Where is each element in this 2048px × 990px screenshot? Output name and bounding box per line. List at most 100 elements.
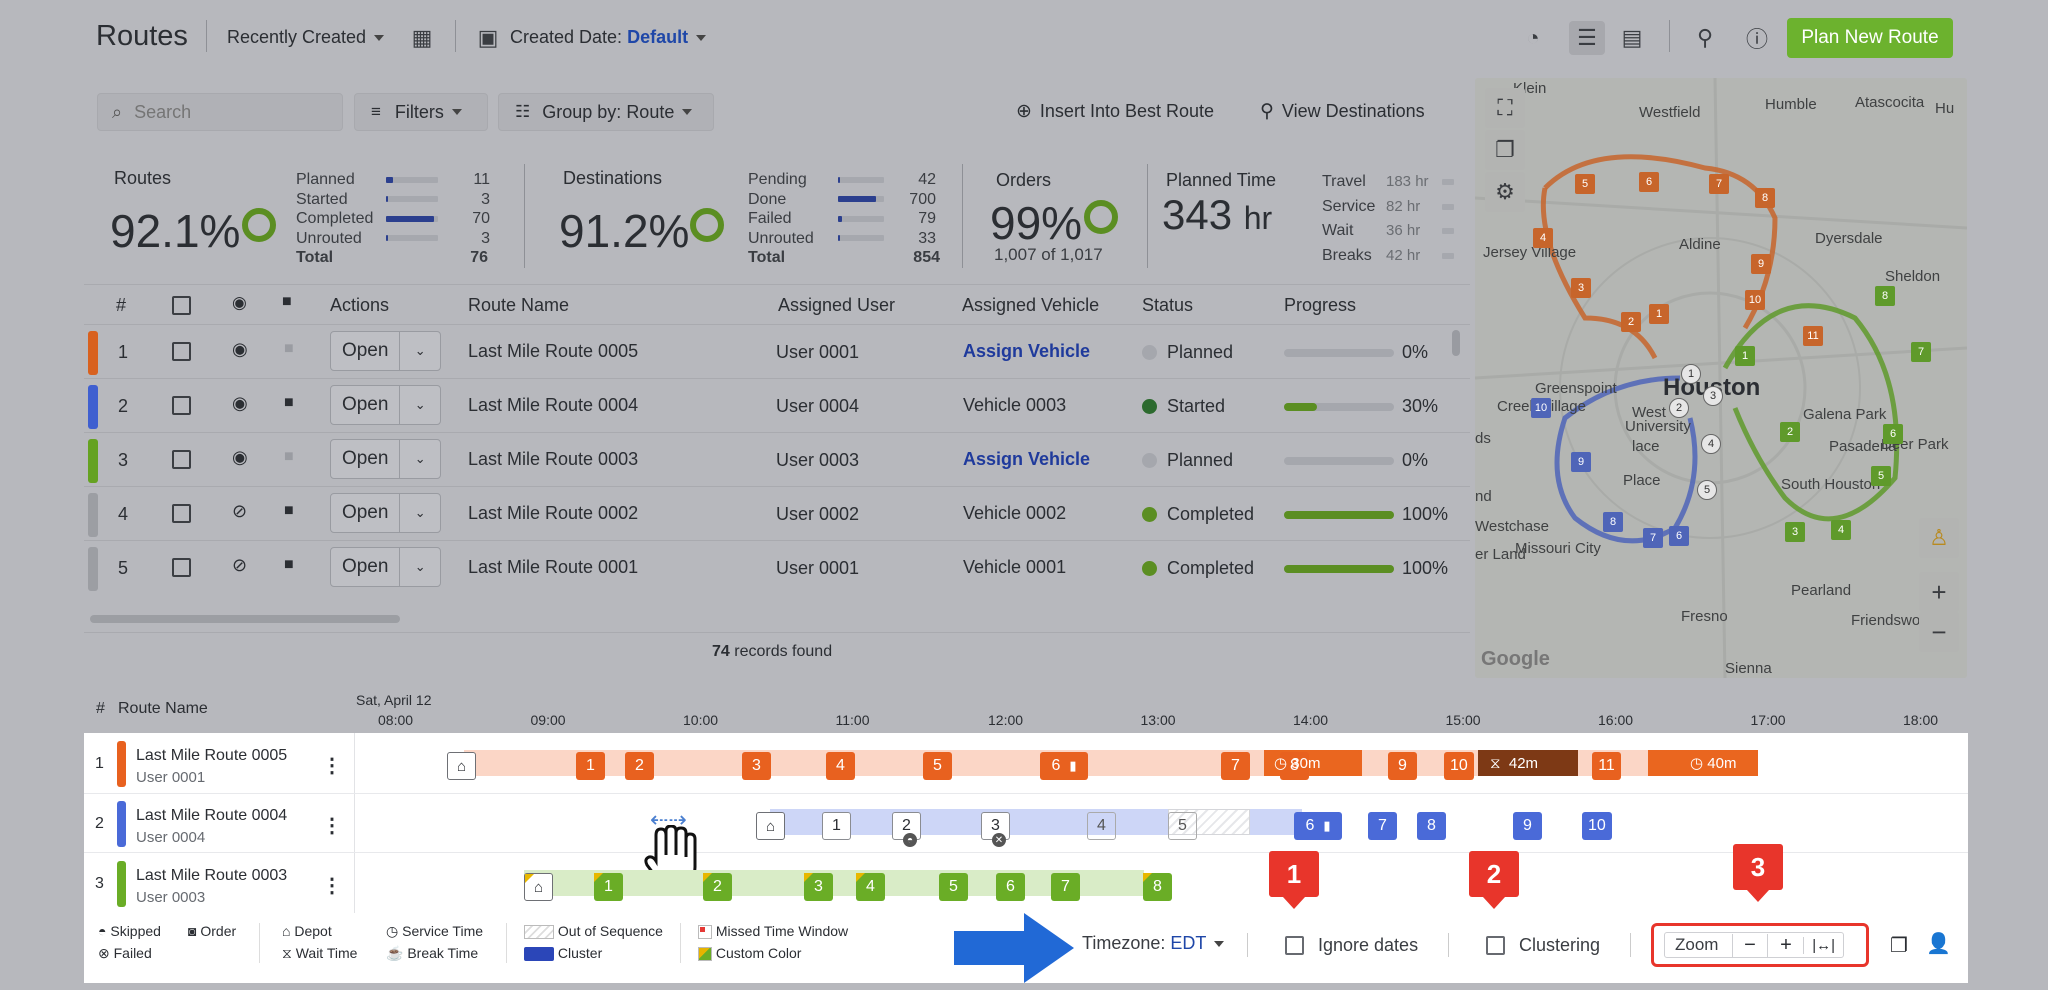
table-row[interactable]: 5 ⊘ ■ Open ⌄ Last Mile Route 0001 User 0001 Veh… bbox=[84, 540, 1470, 594]
map-route-pin[interactable]: 4 bbox=[1831, 520, 1851, 540]
popout-icon[interactable]: ❐ bbox=[1890, 935, 1908, 957]
plan-new-route-button[interactable]: Plan New Route bbox=[1787, 18, 1953, 58]
assigned-vehicle[interactable]: Vehicle 0002 bbox=[963, 503, 1067, 523]
col-progress[interactable]: Progress bbox=[1284, 295, 1357, 315]
route-stop[interactable]: 5 bbox=[939, 873, 968, 901]
route-name[interactable]: Last Mile Route 0001 bbox=[468, 557, 639, 577]
map-stop-pin[interactable]: 1 bbox=[1681, 364, 1701, 384]
route-stop[interactable]: 1 bbox=[594, 873, 623, 901]
row-checkbox[interactable] bbox=[172, 396, 191, 415]
route-stop[interactable]: 8 bbox=[1143, 873, 1172, 901]
map-stop-pin[interactable]: 3 bbox=[1703, 386, 1723, 406]
route-stop[interactable]: 4 bbox=[856, 873, 885, 901]
map-route-pin[interactable]: 4 bbox=[1533, 228, 1553, 248]
ignore-dates-checkbox[interactable] bbox=[1285, 936, 1304, 955]
map-route-pin[interactable]: 5 bbox=[1871, 466, 1891, 486]
lock-icon[interactable]: ■ bbox=[284, 394, 294, 411]
more-options-icon[interactable]: ⋮ bbox=[322, 755, 342, 777]
map-route-pin[interactable]: 8 bbox=[1755, 188, 1775, 208]
chevron-down-icon[interactable]: ⌄ bbox=[414, 343, 426, 358]
map-route-pin[interactable]: 2 bbox=[1780, 422, 1800, 442]
assigned-vehicle[interactable]: Vehicle 0001 bbox=[963, 557, 1067, 577]
timeline-route-name[interactable]: Last Mile Route 0003 bbox=[136, 867, 288, 884]
map-route-pin[interactable]: 6 bbox=[1669, 526, 1689, 546]
map-settings-icon[interactable]: ⚙ bbox=[1485, 172, 1525, 212]
col-assigned-vehicle[interactable]: Assigned Vehicle bbox=[962, 295, 1100, 315]
open-route-button[interactable]: Open ⌄ bbox=[330, 385, 441, 425]
horizontal-scrollbar[interactable] bbox=[90, 615, 400, 623]
route-stop[interactable]: 6 bbox=[996, 873, 1025, 901]
map-route-pin[interactable]: 8 bbox=[1875, 286, 1895, 306]
route-stop[interactable]: 10 bbox=[1444, 752, 1474, 780]
table-row[interactable]: 1 ◉ ■ Open ⌄ Last Mile Route 0005 User 0001 Ass… bbox=[84, 324, 1470, 378]
route-stop[interactable]: 7 bbox=[1368, 812, 1397, 840]
col-status[interactable]: Status bbox=[1142, 295, 1194, 315]
timeline-view-icon[interactable]: ☰ bbox=[1569, 21, 1605, 55]
route-stop[interactable]: 9 bbox=[1513, 812, 1542, 840]
eye-icon[interactable]: ◉ bbox=[232, 393, 248, 413]
map-route-pin[interactable]: 11 bbox=[1803, 326, 1823, 346]
open-route-button[interactable]: Open ⌄ bbox=[330, 493, 441, 533]
route-stop[interactable]: 3 ✕ bbox=[981, 812, 1010, 847]
eye-icon[interactable]: ◉ bbox=[232, 447, 248, 467]
map-route-pin[interactable]: 7 bbox=[1643, 528, 1663, 548]
user-settings-icon[interactable]: 👤 bbox=[1926, 933, 1951, 955]
lock-icon[interactable]: ■ bbox=[284, 556, 294, 573]
insert-best-route-button[interactable]: ⊕ Insert Into Best Route bbox=[1016, 100, 1214, 123]
ignore-dates-toggle[interactable]: Ignore dates bbox=[1285, 935, 1418, 956]
date-filter-dropdown[interactable]: Created Date: Default bbox=[510, 27, 707, 48]
zoom-in-button[interactable]: + bbox=[1767, 933, 1803, 957]
route-stop[interactable]: 2 bbox=[703, 873, 732, 901]
open-route-button[interactable]: Open ⌄ bbox=[330, 547, 441, 587]
route-1-break-40m[interactable]: ◷ 40m bbox=[1684, 749, 1742, 777]
map-route-pin[interactable]: 1 bbox=[1735, 346, 1755, 366]
map-route-pin[interactable]: 10 bbox=[1745, 290, 1765, 310]
street-view-icon[interactable]: ♙ bbox=[1919, 518, 1959, 558]
zoom-fit-button[interactable]: |↔| bbox=[1803, 936, 1843, 954]
depot-stop[interactable]: ⌂ bbox=[524, 873, 553, 901]
layers-icon[interactable]: ❐ bbox=[1485, 130, 1525, 170]
assigned-user[interactable]: User 0003 bbox=[776, 450, 860, 470]
timezone-dropdown[interactable]: Timezone: EDT bbox=[1082, 933, 1225, 954]
row-checkbox[interactable] bbox=[172, 504, 191, 523]
map-stop-pin[interactable]: 2 bbox=[1669, 398, 1689, 418]
assigned-user[interactable]: User 0001 bbox=[776, 558, 860, 578]
map-route-pin[interactable]: 3 bbox=[1785, 522, 1805, 542]
assigned-user[interactable]: User 0001 bbox=[776, 342, 860, 362]
map-route-pin[interactable]: 5 bbox=[1575, 174, 1595, 194]
map-stop-pin[interactable]: 4 bbox=[1701, 434, 1721, 454]
fullscreen-icon[interactable]: ⛶ bbox=[1485, 88, 1525, 128]
assign-vehicle-link[interactable]: Assign Vehicle bbox=[963, 341, 1091, 361]
route-stop[interactable]: 8 bbox=[1280, 752, 1309, 780]
route-stop[interactable]: 3 bbox=[742, 752, 771, 780]
route-stop[interactable]: 4 bbox=[1087, 812, 1116, 840]
eye-off-icon[interactable]: ⊘ bbox=[232, 555, 248, 575]
row-checkbox[interactable] bbox=[172, 450, 191, 469]
sort-dropdown[interactable]: Recently Created bbox=[227, 27, 385, 48]
filters-button[interactable]: ≡ Filters bbox=[354, 93, 488, 131]
eye-icon[interactable]: ◉ bbox=[232, 339, 248, 359]
chevron-down-icon[interactable]: ⌄ bbox=[414, 559, 426, 574]
timeline-route-name[interactable]: Last Mile Route 0005 bbox=[136, 747, 288, 764]
map-route-pin[interactable]: 2 bbox=[1621, 312, 1641, 332]
search-input[interactable] bbox=[134, 101, 325, 123]
column-settings-icon[interactable]: ▦ bbox=[411, 25, 433, 50]
map-route-pin[interactable]: 1 bbox=[1649, 304, 1669, 324]
row-checkbox[interactable] bbox=[172, 342, 191, 361]
route-name[interactable]: Last Mile Route 0004 bbox=[468, 395, 639, 415]
route-stop[interactable]: 1 bbox=[576, 752, 605, 780]
map-route-pin[interactable]: 7 bbox=[1709, 174, 1729, 194]
map-view[interactable]: Klein Westfield Humble Atascocita Hu Aldine Dy… bbox=[1475, 78, 1967, 678]
route-stop[interactable]: 9 bbox=[1388, 752, 1417, 780]
route-stop[interactable]: 11 bbox=[1592, 752, 1621, 780]
route-stop[interactable]: 3 bbox=[804, 873, 833, 901]
route-name[interactable]: Last Mile Route 0005 bbox=[468, 341, 639, 361]
zoom-in-icon[interactable]: + bbox=[1919, 572, 1959, 612]
open-route-button[interactable]: Open ⌄ bbox=[330, 439, 441, 479]
route-1-wait-42m[interactable]: ⧖ 42m bbox=[1484, 749, 1544, 777]
route-stop[interactable]: 2 ◓ bbox=[892, 812, 921, 847]
route-1-break-30m[interactable]: ◷ 30m bbox=[1268, 749, 1326, 777]
route-stop[interactable]: 5 bbox=[923, 752, 952, 780]
map-route-pin[interactable]: 3 bbox=[1571, 278, 1591, 298]
assign-vehicle-link[interactable]: Assign Vehicle bbox=[963, 449, 1091, 469]
